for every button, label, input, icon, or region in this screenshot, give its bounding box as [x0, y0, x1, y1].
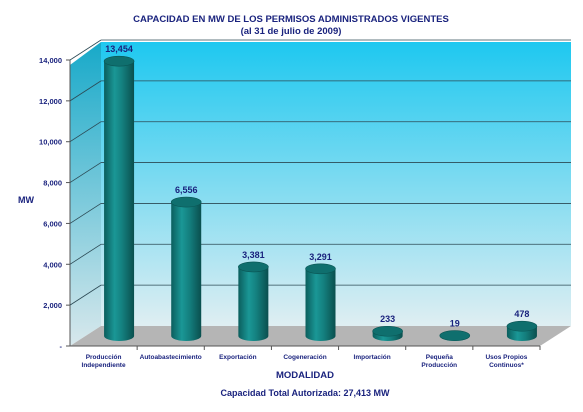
gridline-side: [69, 80, 102, 102]
bar-body: [104, 61, 135, 341]
bar-top: [372, 325, 403, 337]
x-tick-label: Importación: [354, 354, 391, 361]
bar: [305, 263, 336, 342]
y-tick-label: 4,000: [43, 260, 62, 269]
y-tick-label: 14,000: [39, 56, 62, 65]
value-labels: 13,454 6,556 3,381 3,291 233 19 478: [105, 44, 529, 328]
y-tick-label: 10,000: [39, 138, 62, 147]
bar-top: [305, 263, 336, 275]
bar: [439, 330, 471, 342]
bar-top: [238, 261, 269, 273]
y-tick-label: 6,000: [43, 219, 62, 228]
bars: [103, 55, 538, 342]
x-tick-label: Producción: [421, 362, 457, 369]
gridline-side: [69, 162, 102, 183]
value-label: 478: [514, 309, 529, 319]
bar-body: [305, 268, 336, 342]
y-tick-label: 8,000: [43, 179, 62, 188]
y-tick-label: 2,000: [43, 301, 62, 310]
chart-title: CAPACIDAD EN MW DE LOS PERMISOS ADMINIST…: [133, 14, 449, 25]
bar-body: [238, 266, 269, 342]
gridline-side: [69, 121, 102, 143]
value-label: 6,556: [175, 185, 198, 195]
value-label: 3,291: [309, 252, 332, 262]
x-tick-label: Continuos*: [489, 362, 524, 369]
bar: [372, 325, 403, 342]
bar: [103, 55, 135, 341]
chart-subtitle: (al 31 de julio de 2009): [241, 26, 342, 37]
total-capacity-note: Capacidad Total Autorizada: 27,413 MW: [220, 388, 390, 398]
x-axis-label: MODALIDAD: [276, 370, 334, 381]
x-tick-label: Usos Propios: [485, 354, 527, 361]
bar-body: [171, 202, 202, 342]
y-tick-label: 12,000: [39, 97, 62, 106]
y-axis-label: MW: [18, 195, 34, 205]
x-tick-labels: ProducciónIndependienteAutoabastecimient…: [82, 346, 541, 369]
value-label: 233: [380, 314, 395, 324]
gridline-side: [69, 203, 102, 224]
plot-side-wall: [70, 42, 101, 346]
y-tick-label: -: [60, 342, 63, 351]
bar: [238, 261, 269, 342]
y-tick-labels: - 2,000 4,000 6,000 8,000 10,000 12,000 14,000: [39, 56, 70, 351]
x-tick-label: Pequeña: [426, 354, 453, 361]
plot-back-wall: [101, 42, 571, 326]
gridline-side: [69, 243, 102, 265]
bar: [506, 320, 538, 341]
value-label: 3,381: [242, 250, 265, 260]
gridline-side: [69, 284, 102, 306]
bar-top: [439, 330, 471, 341]
bar: [170, 196, 202, 342]
bar-top: [506, 320, 538, 332]
value-label: 13,454: [105, 44, 133, 54]
x-tick-label: Cogeneración: [283, 354, 326, 361]
x-tick-label: Autoabastecimiento: [140, 354, 202, 361]
bar-top: [103, 55, 135, 67]
bar-top: [170, 196, 202, 208]
value-label: 19: [450, 319, 460, 329]
x-tick-label: Exportación: [219, 354, 257, 361]
x-tick-label: Producción: [86, 354, 122, 361]
gridline-side: [69, 39, 102, 61]
x-tick-label: Independiente: [82, 362, 126, 369]
